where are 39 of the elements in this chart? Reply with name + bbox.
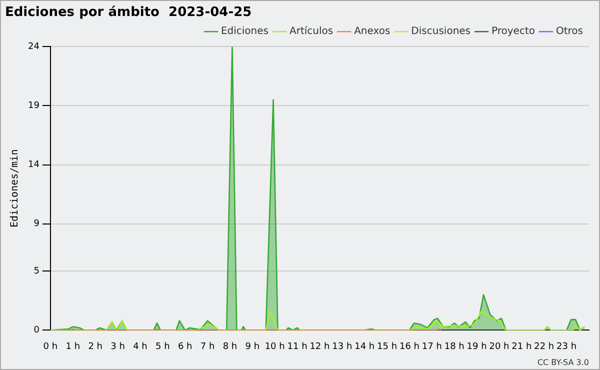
x-tick-label: 16 h [399, 342, 420, 352]
y-tick-label: 9 [34, 219, 40, 230]
y-tick-label: 19 [28, 101, 40, 112]
x-tick-label: 5 h [156, 342, 170, 352]
legend-label: Ediciones [220, 26, 269, 38]
x-tick-label: 21 h [512, 342, 532, 352]
x-tick-label: 14 h [354, 342, 375, 352]
x-tick-label: 7 h [200, 342, 215, 352]
chart-title: Ediciones por ámbito 2023-04-25 [5, 5, 252, 20]
x-tick-label: 18 h [444, 342, 464, 352]
y-tick-label: 5 [34, 266, 40, 276]
legend-label: Discusiones [411, 26, 471, 38]
x-tick-label: 19 h [466, 342, 487, 352]
x-tick-label: 8 h [222, 342, 238, 352]
x-tick-label: 15 h [377, 342, 398, 352]
x-tick-label: 3 h [110, 342, 125, 352]
legend-label: Otros [556, 26, 584, 38]
y-tick-label: 24 [28, 42, 40, 52]
x-tick-label: 11 h [287, 342, 308, 352]
x-tick-label: 17 h [422, 342, 442, 352]
x-tick-label: 12 h [310, 342, 330, 352]
y-tick-label: 14 [28, 160, 40, 170]
y-axis-title: Ediciones/min [10, 149, 21, 228]
x-tick-label: 2 h [88, 342, 102, 352]
x-tick-label: 22 h [534, 342, 554, 352]
x-tick-label: 13 h [332, 342, 352, 352]
x-tick-label: 4 h [133, 342, 148, 352]
x-tick-label: 9 h [245, 342, 260, 352]
legend-label: Artículos [290, 26, 334, 38]
x-tick-label: 0 h [43, 342, 58, 352]
text: CC BY-SA 3.0 [537, 358, 589, 368]
legend-label: Proyecto [492, 26, 535, 38]
x-tick-label: 6 h [178, 342, 192, 352]
legend-label: Anexos [354, 26, 390, 38]
x-tick-label: 20 h [489, 342, 510, 352]
x-tick-label: 1 h [66, 342, 80, 352]
x-tick-label: 10 h [264, 342, 285, 352]
y-tick-label: 0 [34, 326, 40, 336]
x-tick-label: 23 h [556, 342, 577, 352]
